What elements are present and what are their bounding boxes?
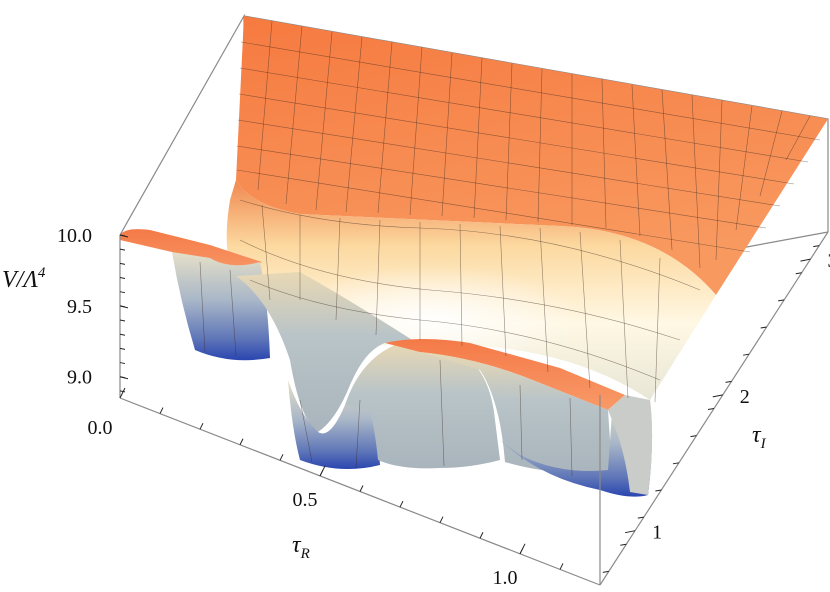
z-minor-tick — [119, 362, 126, 365]
y-axis: 1 2 3 — [602, 245, 830, 573]
y-tick-label: 2 — [740, 386, 750, 408]
box-edge-back-left — [119, 13, 245, 236]
x-minor-tick — [199, 422, 204, 430]
x-minor-tick — [479, 532, 484, 539]
z-minor-tick — [119, 262, 126, 265]
right-front-face — [420, 352, 612, 473]
z-minor-tick — [119, 291, 126, 294]
x-minor-tick — [399, 500, 404, 508]
y-tick-mark — [624, 530, 636, 534]
y-tick-mark — [800, 258, 811, 262]
z-minor-tick — [119, 234, 126, 237]
y-minor-tick — [602, 570, 609, 573]
x-minor-tick — [279, 454, 284, 461]
z-minor-tick — [119, 305, 126, 308]
y-minor-tick — [795, 272, 802, 275]
y-minor-tick — [725, 380, 732, 383]
z-minor-tick — [119, 319, 126, 322]
z-axis-label: V/Λ4 — [2, 265, 46, 293]
y-minor-tick — [672, 462, 680, 465]
z-minor-tick — [119, 277, 126, 280]
x-tick-label: 0.5 — [293, 489, 318, 511]
z-minor-tick — [119, 347, 126, 350]
x-minor-tick — [319, 469, 324, 477]
z-tick-label: 9.5 — [67, 296, 92, 318]
y-minor-tick — [813, 245, 820, 248]
x-minor-tick — [159, 407, 164, 414]
z-axis: 9.0 9.5 10.0 — [57, 225, 129, 393]
x-tick-mark — [119, 387, 126, 399]
surface — [120, 16, 828, 497]
z-tick-label: 10.0 — [57, 225, 92, 247]
x-minor-tick — [239, 438, 244, 445]
y-minor-tick — [707, 408, 715, 410]
x-axis-label: τR — [292, 532, 310, 562]
y-tick-label: 3 — [827, 250, 830, 272]
x-tick-label: 0.0 — [88, 417, 113, 439]
z-tick-label: 9.0 — [67, 367, 92, 389]
x-minor-tick — [359, 485, 364, 492]
z-minor-tick — [119, 390, 126, 393]
y-minor-tick — [655, 489, 662, 492]
y-tick-label: 1 — [652, 522, 662, 544]
x-minor-tick — [439, 516, 444, 523]
x-minor-tick — [559, 563, 564, 570]
y-minor-tick — [760, 326, 767, 329]
x-minor-tick — [519, 547, 524, 555]
mesh — [199, 20, 821, 477]
z-minor-tick — [119, 376, 126, 379]
y-minor-tick — [620, 543, 627, 546]
y-minor-tick — [690, 435, 697, 438]
z-minor-tick — [119, 248, 126, 251]
left-well — [172, 252, 270, 361]
y-minor-tick — [637, 516, 644, 519]
y-tick-mark — [712, 394, 723, 398]
right-ridge-top — [385, 339, 625, 410]
y-axis-label: τI — [752, 422, 767, 452]
surface-plateau — [236, 16, 828, 295]
right-well-side — [608, 395, 653, 495]
y-minor-tick — [742, 353, 750, 356]
center-slope — [236, 272, 420, 432]
x-axis: 0.0 0.5 1.0 — [88, 387, 564, 589]
y-minor-tick — [778, 299, 785, 302]
center-arch — [345, 343, 500, 469]
x-tick-label: 1.0 — [493, 567, 518, 589]
z-minor-tick — [119, 333, 126, 336]
